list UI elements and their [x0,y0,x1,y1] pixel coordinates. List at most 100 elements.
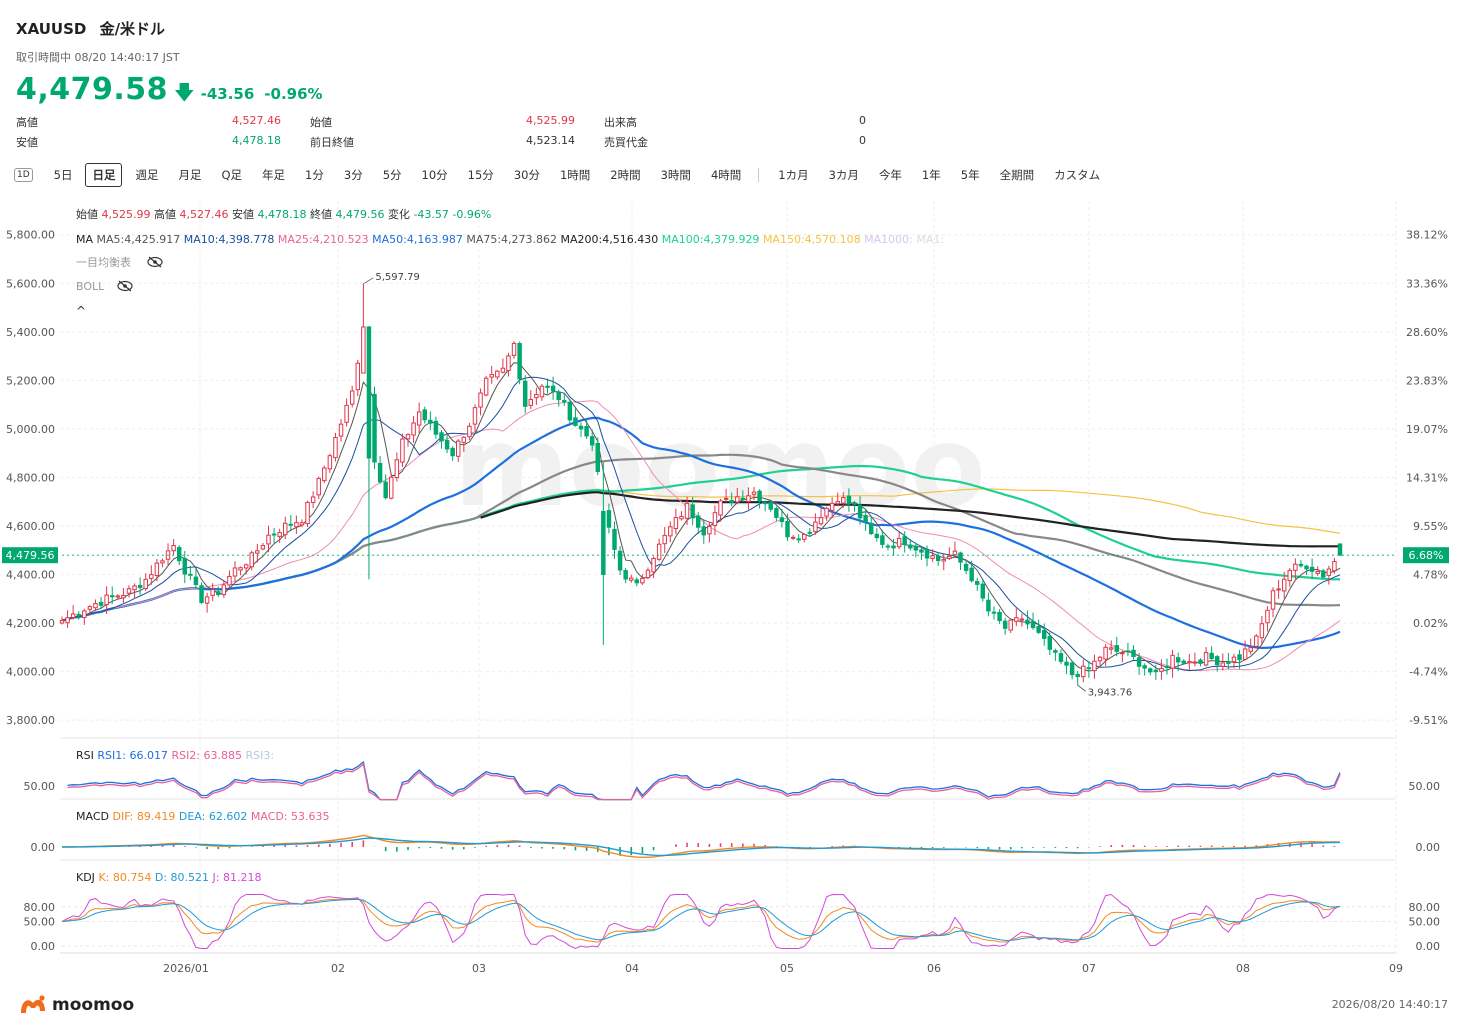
candle-73[interactable] [467,422,472,440]
candle-3[interactable] [76,611,81,620]
candle-175[interactable] [1036,619,1041,635]
candle-191[interactable] [1125,642,1131,657]
candle-192[interactable] [1131,645,1136,660]
candle-208[interactable] [1220,653,1226,671]
candle-70[interactable] [450,446,455,461]
candle-152[interactable] [908,538,913,551]
candle-59[interactable] [389,473,394,500]
candle-218[interactable] [1276,579,1281,599]
candle-67[interactable] [433,416,439,439]
candle-21[interactable] [176,545,182,566]
candle-130[interactable] [785,513,790,541]
candle-85[interactable] [534,387,539,405]
candle-77[interactable] [489,365,494,384]
candle-65[interactable] [422,406,427,424]
candle-223[interactable] [1304,564,1309,575]
candle-106[interactable] [651,556,656,579]
candle-121[interactable] [735,487,740,504]
period-tab-0[interactable]: 5日 [53,168,73,182]
candle-96[interactable] [595,437,600,476]
candle-102[interactable] [629,574,634,583]
period-tab-11[interactable]: 30分 [513,168,540,182]
candle-39[interactable] [277,528,282,543]
candle-114[interactable] [695,511,701,535]
candle-72[interactable] [461,436,467,452]
candle-25[interactable] [199,582,204,605]
candle-219[interactable] [1281,571,1287,599]
period-tab-7[interactable]: 3分 [343,168,363,182]
candle-74[interactable] [472,404,478,432]
candle-171[interactable] [1014,608,1019,627]
candle-66[interactable] [428,411,433,431]
candle-31[interactable] [232,561,238,582]
period-tab-10[interactable]: 15分 [467,168,494,182]
range-tab-3[interactable]: 1年 [921,168,941,182]
candle-24[interactable] [193,568,199,589]
candle-135[interactable] [813,513,818,535]
candle-64[interactable] [416,402,422,434]
candle-202[interactable] [1187,653,1192,670]
candle-87[interactable] [545,378,550,394]
candle-53[interactable] [355,359,361,397]
candle-22[interactable] [182,550,188,584]
candle-82[interactable] [517,341,522,385]
candle-76[interactable] [483,375,489,397]
candle-5[interactable] [87,605,93,616]
candle-58[interactable] [383,474,388,500]
candle-93[interactable] [578,422,584,438]
candle-180[interactable] [1064,656,1069,675]
candle-183[interactable] [1081,659,1086,683]
candle-113[interactable] [690,496,695,526]
candle-13[interactable] [132,583,137,599]
candle-37[interactable] [266,525,271,553]
candle-122[interactable] [740,490,746,502]
candle-84[interactable] [528,390,534,410]
candle-97[interactable] [601,462,606,645]
candle-141[interactable] [846,488,852,512]
candle-168[interactable] [997,609,1002,624]
candle-146[interactable] [874,528,880,542]
candle-16[interactable] [149,565,154,585]
candle-17[interactable] [154,559,160,582]
candle-206[interactable] [1209,646,1214,660]
candle-133[interactable] [802,533,807,543]
range-tab-5[interactable]: 全期間 [999,168,1035,182]
candle-18[interactable] [160,558,165,568]
candle-215[interactable] [1259,615,1265,646]
period-tab-9[interactable]: 10分 [421,168,448,182]
candle-212[interactable] [1242,640,1248,661]
period-tab-2[interactable]: 週足 [135,168,159,182]
candle-149[interactable] [891,538,896,556]
candle-131[interactable] [790,535,796,540]
candle-99[interactable] [612,521,617,560]
candle-214[interactable] [1254,633,1259,648]
candle-23[interactable] [188,565,193,581]
candle-174[interactable] [1030,612,1036,630]
candle-51[interactable] [344,398,349,427]
candle-50[interactable] [338,419,344,442]
candle-56[interactable] [372,386,377,470]
candle-163[interactable] [969,560,974,583]
range-tab-2[interactable]: 今年 [878,168,902,182]
candle-228[interactable] [1332,557,1337,574]
candle-0[interactable] [59,616,65,625]
candle-169[interactable] [1002,617,1008,635]
candle-151[interactable] [902,531,907,553]
candle-187[interactable] [1103,643,1108,667]
candle-188[interactable] [1108,640,1114,655]
candle-92[interactable] [573,408,578,427]
candle-196[interactable] [1153,664,1159,680]
candle-8[interactable] [104,586,109,614]
candle-86[interactable] [539,383,545,401]
candle-94[interactable] [584,418,589,439]
candle-115[interactable] [701,519,707,544]
candle-68[interactable] [439,430,444,449]
candle-200[interactable] [1175,652,1181,671]
candle-197[interactable] [1159,659,1164,680]
candle-164[interactable] [975,577,980,591]
candle-6[interactable] [93,599,98,611]
candle-186[interactable] [1097,655,1103,668]
candle-10[interactable] [115,594,121,600]
candle-209[interactable] [1226,652,1231,670]
candle-47[interactable] [322,465,327,484]
